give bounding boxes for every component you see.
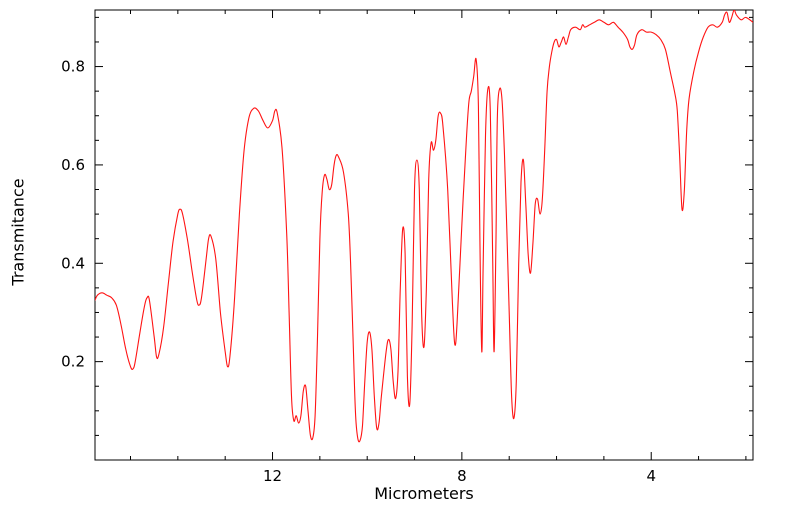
y-axis-label: Transmitance [8,178,28,286]
y-tick-label: 0.6 [61,156,85,174]
plot-border [94,9,754,461]
spectrum-curve-group [95,10,753,443]
x-tick-label: 12 [263,467,282,485]
y-tick-label: 0.2 [61,353,85,371]
spectrum-line [95,10,753,443]
y-tick-label: 0.4 [61,254,85,272]
y-tick-label: 0.8 [61,58,85,76]
x-axis-label: Micrometers [374,484,474,503]
axis-ticks [95,10,753,460]
x-tick-label: 8 [457,467,467,485]
x-tick-label: 4 [646,467,656,485]
